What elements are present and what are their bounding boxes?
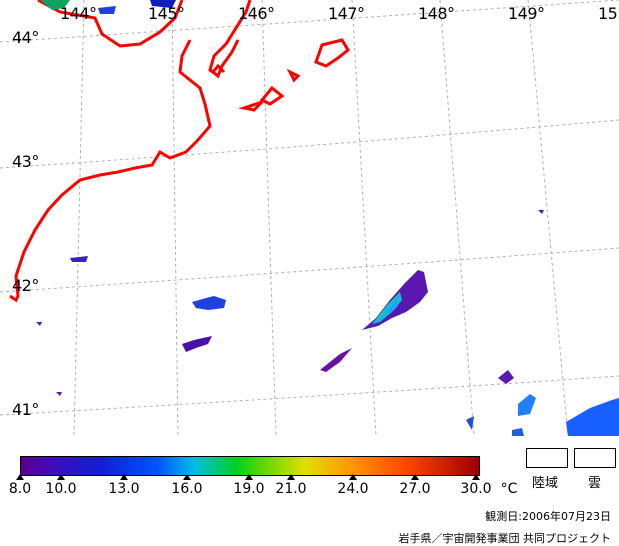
tick-mark — [57, 474, 65, 480]
tick-label-24: 24.0 — [337, 481, 369, 497]
tick-mark — [411, 474, 419, 480]
tick-label-19: 19.0 — [233, 481, 265, 497]
temperature-color-bar — [20, 456, 480, 476]
sst-map: 144° 145° 146° 147° 148° 149° 15 44° 43°… — [0, 0, 619, 437]
graticule — [0, 0, 619, 437]
tick-mark — [16, 474, 24, 480]
tick-mark — [349, 474, 357, 480]
lon-label-144: 144° — [60, 4, 97, 23]
tick-label-10: 10.0 — [45, 481, 77, 497]
tick-mark — [287, 474, 295, 480]
observation-date: 観測日:2006年07月23日 — [485, 510, 611, 523]
land-swatch — [526, 448, 568, 468]
tick-label-16: 16.0 — [171, 481, 203, 497]
land-label: 陸域 — [532, 476, 559, 491]
lon-label-146: 146° — [238, 4, 275, 23]
cloud-label: 雲 — [588, 476, 602, 491]
tick-mark — [472, 474, 480, 480]
tick-mark — [183, 474, 191, 480]
lon-label-149: 149° — [508, 4, 545, 23]
credit-text: 岩手県／宇宙開発事業団 共同プロジェクト — [398, 532, 612, 545]
tick-label-21: 21.0 — [275, 481, 307, 497]
lat-label-44: 44° — [12, 28, 39, 47]
lat-label-41: 41° — [12, 400, 39, 419]
lon-label-145: 145° — [148, 4, 185, 23]
cloud-swatch — [574, 448, 616, 468]
lon-label-148: 148° — [418, 4, 455, 23]
tick-mark — [245, 474, 253, 480]
tick-label-27: 27.0 — [399, 481, 431, 497]
tick-label-8: 8.0 — [8, 481, 32, 497]
unit-label: °C — [500, 481, 518, 497]
lon-label-150: 15 — [598, 4, 618, 23]
lon-label-147: 147° — [328, 4, 365, 23]
lat-label-42: 42° — [12, 276, 39, 295]
sst-patches — [36, 0, 619, 436]
tick-mark — [120, 474, 128, 480]
coastline — [9, 0, 350, 303]
tick-label-13: 13.0 — [108, 481, 140, 497]
lat-label-43: 43° — [12, 152, 39, 171]
tick-label-30: 30.0 — [460, 481, 492, 497]
map-canvas — [0, 0, 619, 437]
